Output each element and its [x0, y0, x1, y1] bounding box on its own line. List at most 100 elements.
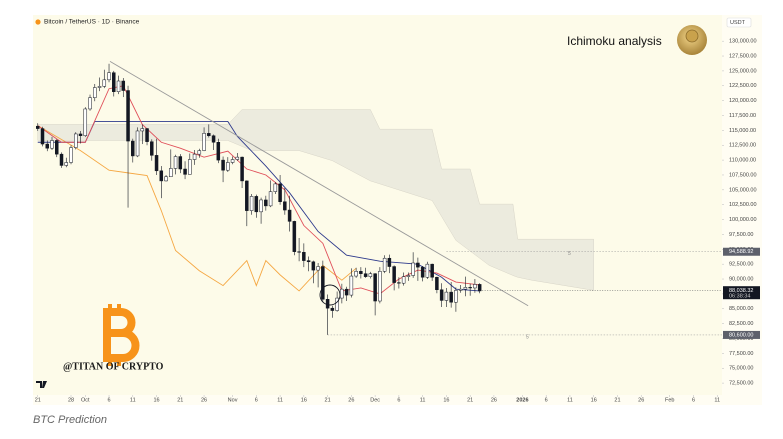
candle-body: [197, 150, 202, 155]
time-axis-background: [33, 395, 722, 405]
x-tick-label: 21: [614, 397, 620, 403]
y-tick-label: 85,000.00: [729, 306, 753, 312]
candle-body: [435, 277, 439, 290]
candle-body: [287, 209, 292, 222]
currency: USDT: [730, 20, 746, 26]
candle-body: [387, 257, 392, 267]
candle-body: [439, 289, 444, 301]
candle-body: [268, 191, 273, 207]
y-tick-label: 97,500.00: [729, 232, 753, 238]
x-tick-label: 11: [714, 397, 720, 403]
x-tick-label: 26: [491, 397, 497, 403]
candle-body: [50, 140, 54, 149]
candle-body: [69, 147, 73, 163]
candle-body: [382, 257, 387, 272]
candle-body: [411, 262, 415, 276]
y-tick-label: 82,500.00: [729, 321, 753, 327]
y-tick-label: 120,000.00: [729, 98, 757, 104]
current-price-label: 88,038.32: [729, 288, 753, 294]
level-marker: 5: [526, 334, 529, 340]
candle-body: [159, 170, 164, 182]
candle-body: [36, 125, 40, 129]
candle-body: [468, 287, 472, 289]
x-tick-label: 28: [68, 397, 74, 403]
candle-body: [140, 128, 145, 132]
candle-body: [55, 140, 59, 155]
candle-body: [249, 196, 254, 211]
candle-body: [278, 183, 282, 202]
tv-logo: [36, 381, 47, 388]
current-price-box: [723, 286, 760, 300]
candle-body: [169, 168, 173, 178]
candle-body: [325, 299, 330, 309]
x-tick-label: 26: [638, 397, 644, 403]
candle-body: [178, 156, 183, 170]
y-tick-label: 90,000.00: [729, 276, 753, 282]
candle-body: [354, 271, 358, 277]
level-label: 80,600.00: [729, 332, 753, 338]
x-tick-label: 6: [397, 397, 400, 403]
candle-body: [78, 133, 83, 136]
chart-title: Bitcoin / TetherUS · 1D · Binance: [44, 19, 140, 26]
candle-body: [359, 271, 363, 274]
y-tick-label: 122,500.00: [729, 83, 757, 89]
x-tick-label: 21: [35, 397, 41, 403]
y-tick-label: 117,500.00: [729, 113, 756, 119]
candle-body: [74, 133, 78, 148]
y-tick-label: 127,500.00: [729, 53, 757, 59]
candle-body: [349, 275, 354, 296]
candle-body: [430, 263, 434, 278]
candle-body: [454, 290, 458, 303]
candle-body: [406, 275, 411, 277]
candle-body: [344, 288, 349, 296]
x-tick-label: 16: [443, 397, 449, 403]
x-tick-label: Nov: [228, 397, 238, 403]
candle-body: [40, 128, 45, 145]
candle-body: [368, 273, 373, 277]
candle-body: [458, 288, 463, 291]
candle-body: [273, 183, 278, 192]
y-tick-label: 107,500.00: [729, 172, 757, 178]
caption: BTC Prediction: [33, 414, 107, 426]
candle-body: [221, 159, 225, 171]
candle-body: [420, 266, 425, 278]
x-tick-label: 6: [545, 397, 548, 403]
y-tick-label: 110,000.00: [729, 158, 756, 164]
candle-body: [150, 141, 154, 156]
candle-body: [397, 282, 401, 284]
y-tick-label: 100,000.00: [729, 217, 757, 223]
candle-body: [316, 266, 320, 271]
y-tick-label: 72,500.00: [729, 381, 753, 387]
highlight-circle: [319, 284, 341, 306]
y-tick-label: 75,000.00: [729, 366, 753, 372]
candle-body: [183, 168, 187, 175]
level-marker: 5: [568, 251, 571, 257]
x-tick-label: 6: [255, 397, 258, 403]
candle-body: [102, 79, 107, 87]
indicator-line: [109, 60, 529, 307]
candle-body: [264, 199, 268, 207]
bitcoin-b: [103, 308, 140, 362]
candle-body: [97, 86, 102, 88]
x-tick-label: 2026: [516, 397, 528, 403]
bitcoin-strokes: [108, 304, 121, 366]
x-tick-label: 11: [420, 397, 426, 403]
x-tick-label: Dec: [370, 397, 380, 403]
symbol-icon: [35, 19, 41, 25]
currency-select[interactable]: [726, 17, 752, 28]
candle-body: [292, 221, 297, 252]
candle-body: [259, 199, 263, 213]
y-tick-label: 125,000.00: [729, 68, 757, 74]
candle-body: [121, 80, 126, 91]
candle-body: [321, 266, 325, 300]
x-tick-label: 26: [348, 397, 354, 403]
candle-body: [145, 128, 149, 142]
x-tick-label: 6: [107, 397, 110, 403]
candle-body: [126, 90, 130, 142]
y-tick-label: 115,000.00: [729, 128, 756, 134]
candle-body: [463, 287, 468, 290]
x-tick-label: 11: [567, 397, 573, 403]
candle-body: [240, 156, 244, 182]
candle-body: [88, 97, 92, 110]
x-tick-label: 6: [692, 397, 695, 403]
